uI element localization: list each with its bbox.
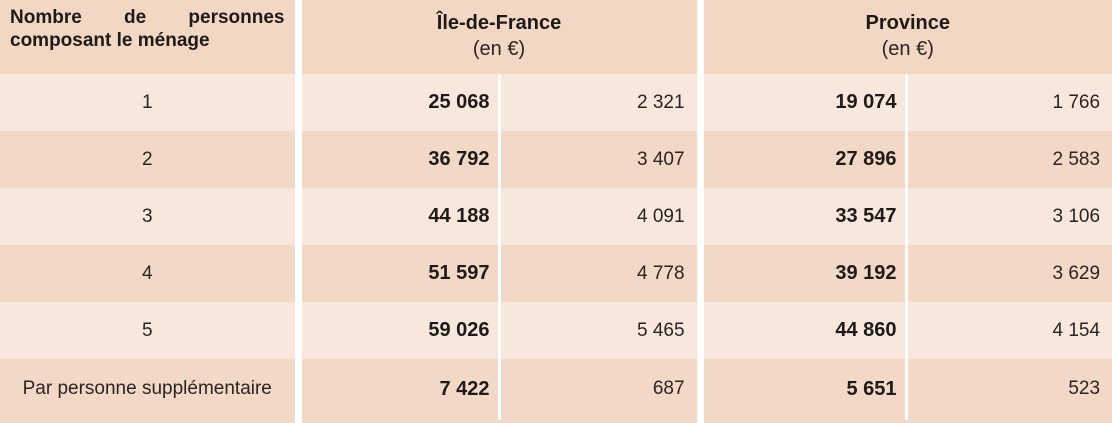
idf-secondary-cell: 4 778 <box>497 245 701 302</box>
province-secondary-cell: 4 154 <box>904 302 1112 359</box>
province-ceiling-cell: 39 192 <box>696 245 907 302</box>
province-secondary-cell: 523 <box>904 359 1112 423</box>
table-row: 5 59 026 5 465 44 860 4 154 <box>0 302 1112 359</box>
idf-ceiling-cell: 7 422 <box>294 359 499 423</box>
idf-secondary-cell: 2 321 <box>497 74 701 131</box>
idf-ceiling-cell: 51 597 <box>294 245 499 302</box>
idf-secondary-cell: 5 465 <box>497 302 701 359</box>
idf-secondary-cell: 687 <box>497 359 701 423</box>
province-title: Province <box>865 12 951 34</box>
idf-ceiling-cell: 59 026 <box>294 302 499 359</box>
ile-de-france-header: Île-de-France (en €) <box>294 0 701 74</box>
household-size-cell: 4 <box>0 245 298 302</box>
household-size-cell: 2 <box>0 131 298 188</box>
idf-ceiling-cell: 44 188 <box>294 188 499 245</box>
household-size-header: Nombre de personnes composant le ménage <box>0 0 298 74</box>
idf-ceiling-cell: 36 792 <box>294 131 499 188</box>
province-ceiling-cell: 27 896 <box>696 131 907 188</box>
province-ceiling-cell: 33 547 <box>696 188 907 245</box>
province-ceiling-cell: 19 074 <box>696 74 907 131</box>
table-row: 4 51 597 4 778 39 192 3 629 <box>0 245 1112 302</box>
household-size-cell: 5 <box>0 302 298 359</box>
household-size-cell: Par personne supplémentaire <box>0 359 298 423</box>
idf-secondary-cell: 4 091 <box>497 188 701 245</box>
province-secondary-cell: 1 766 <box>904 74 1112 131</box>
province-ceiling-cell: 5 651 <box>696 359 907 423</box>
province-header: Province (en €) <box>696 0 1112 74</box>
household-size-cell: 1 <box>0 74 298 131</box>
table-row: 1 25 068 2 321 19 074 1 766 <box>0 74 1112 131</box>
province-secondary-cell: 2 583 <box>904 131 1112 188</box>
table-row: 2 36 792 3 407 27 896 2 583 <box>0 131 1112 188</box>
table-row: Par personne supplémentaire 7 422 687 5 … <box>0 359 1112 423</box>
table-row: 3 44 188 4 091 33 547 3 106 <box>0 188 1112 245</box>
idf-secondary-cell: 3 407 <box>497 131 701 188</box>
ile-de-france-unit: (en €) <box>472 38 526 60</box>
idf-ceiling-cell: 25 068 <box>294 74 499 131</box>
household-size-cell: 3 <box>0 188 298 245</box>
province-secondary-cell: 3 629 <box>904 245 1112 302</box>
province-secondary-cell: 3 106 <box>904 188 1112 245</box>
table-header-row: Nombre de personnes composant le ménage … <box>0 0 1112 74</box>
province-unit: (en €) <box>881 38 934 60</box>
ile-de-france-title: Île-de-France <box>436 12 562 34</box>
province-ceiling-cell: 44 860 <box>696 302 907 359</box>
